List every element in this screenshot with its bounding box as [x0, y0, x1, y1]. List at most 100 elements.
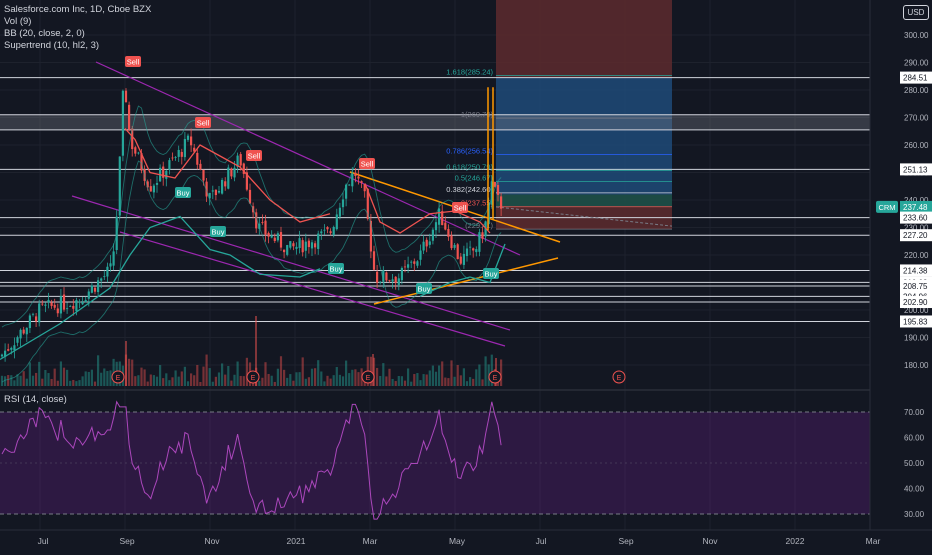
volume-bar [407, 368, 410, 386]
sell-signal-text: Sell [248, 152, 261, 161]
candle-body [434, 222, 438, 231]
triangle-lower-trendline [373, 257, 559, 305]
volume-bar [459, 375, 462, 386]
volume-bar [292, 380, 295, 386]
candle-body [357, 176, 360, 179]
volume-bar [329, 378, 332, 386]
time-axis-label: 2022 [786, 536, 805, 546]
candle-body [465, 248, 469, 257]
buy-signal-text: Buy [418, 285, 431, 294]
candle-body [481, 232, 484, 239]
volume-bar [267, 373, 270, 386]
candle-body [360, 181, 363, 183]
buy-signal-badge [416, 283, 432, 294]
level-price-badge [900, 264, 932, 277]
candle-body [149, 186, 152, 192]
candle-body [174, 157, 177, 158]
volume-bar [97, 355, 100, 386]
candle-body [41, 303, 44, 305]
candle-body [279, 232, 283, 248]
volume-bar [177, 376, 180, 386]
volume-bar [434, 371, 438, 386]
volume-bar [431, 365, 434, 386]
channel-lower-line [119, 231, 506, 347]
volume-bar [62, 367, 66, 386]
volume-bar [106, 370, 109, 386]
volume-bar [261, 377, 264, 386]
candle-body [97, 280, 100, 293]
volume-bar [351, 369, 354, 386]
candle-body [335, 214, 338, 230]
candle-body [441, 211, 444, 226]
fib-level-label: 0.618(250.79) [446, 162, 493, 171]
candle-body [345, 184, 348, 199]
candle-body [341, 199, 345, 208]
volume-bar [469, 377, 472, 386]
sell-signal-badge [359, 158, 375, 169]
candle-body [332, 226, 335, 236]
buy-signal-label: Buy [175, 187, 191, 198]
volume-bar [314, 368, 317, 386]
volume-spike [255, 316, 257, 386]
rsi-indicator-label[interactable]: RSI (14, close) [4, 394, 67, 405]
symbol-title[interactable]: Salesforce.com Inc, 1D, Cboe BZX [4, 4, 152, 15]
volume-bar [162, 378, 165, 386]
candle-body [292, 243, 295, 247]
level-price-badge [900, 279, 932, 292]
earnings-marker: E [488, 370, 502, 384]
candle-body [87, 291, 90, 299]
candle-body [13, 345, 16, 351]
volume-bar [338, 374, 341, 386]
candle-body [431, 229, 434, 241]
volume-bar [196, 364, 199, 386]
candle-body [202, 169, 205, 181]
currency-button[interactable]: USD [903, 5, 929, 20]
buy-signal-label: Buy [416, 283, 432, 294]
volume-bar [190, 373, 193, 386]
candle-body [267, 232, 270, 237]
time-axis-label: Sep [618, 536, 633, 546]
volume-bar [202, 366, 205, 386]
candle-body [298, 238, 301, 248]
candle-body [47, 299, 50, 303]
candle-body [410, 261, 413, 263]
level-price-badge [900, 211, 932, 224]
bollinger-indicator-label[interactable]: BB (20, close, 2, 0) [4, 28, 85, 39]
rsi-line [1, 400, 502, 520]
volume-bar [444, 377, 447, 386]
volume-bar [298, 372, 301, 386]
volume-bar [0, 375, 4, 386]
volume-bar [425, 374, 428, 386]
volume-bar [214, 376, 217, 386]
candle-body [0, 354, 4, 357]
volume-bar [84, 371, 87, 386]
sell-signal-text: Sell [454, 204, 467, 213]
volume-bar [180, 371, 183, 386]
candle-body [19, 329, 22, 339]
candle-body [146, 181, 149, 188]
candle-body [100, 278, 103, 281]
earnings-marker: E [361, 370, 375, 384]
supertrend-indicator-label[interactable]: Supertrend (10, hl2, 3) [4, 40, 100, 51]
candle-body [496, 185, 500, 195]
earnings-marker-text: E [116, 375, 121, 382]
fib-level-label: (229.41) [465, 221, 493, 230]
candle-body [131, 128, 134, 150]
volume-bar [487, 364, 490, 386]
volume-bar [438, 365, 441, 386]
candle-body [217, 190, 221, 193]
buy-signal-text: Buy [177, 189, 190, 198]
volume-bars-group [0, 316, 503, 386]
earnings-marker-text: E [617, 375, 622, 382]
price-axis-tick: 260.00 [904, 141, 929, 150]
candle-body [397, 278, 400, 285]
volume-bar [165, 373, 168, 386]
volume-indicator-label[interactable]: Vol (9) [4, 16, 32, 27]
candle-body [276, 233, 279, 241]
level-price-value: 227.20 [903, 231, 928, 240]
candle-body [109, 263, 112, 267]
candle-body [16, 337, 19, 343]
candle-body [81, 302, 84, 305]
